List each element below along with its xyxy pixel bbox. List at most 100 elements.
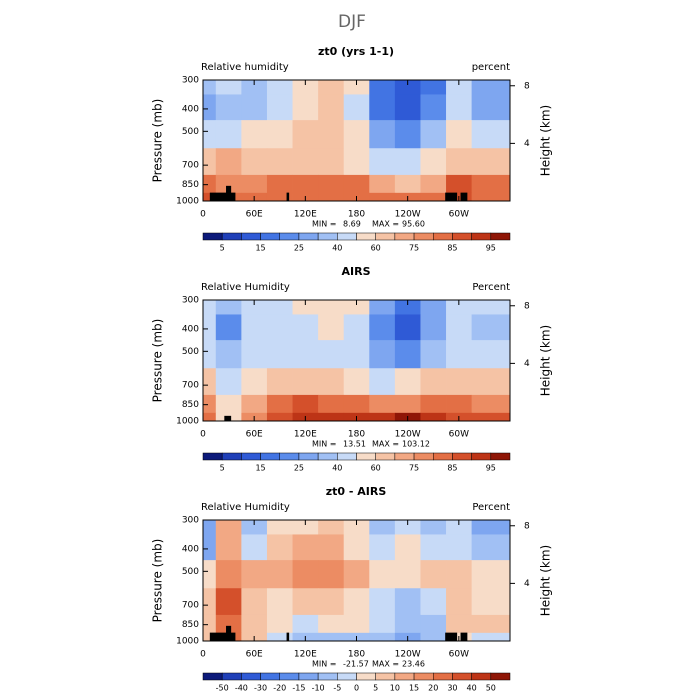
min-label: MIN = — [312, 660, 337, 669]
contour-cell — [369, 632, 396, 642]
colorbar-box — [260, 672, 280, 681]
contour-cell — [420, 588, 447, 616]
colorbar-box — [471, 672, 492, 681]
contour-cell — [471, 94, 511, 121]
contour-cell — [471, 314, 511, 341]
x-tick-label: 120W — [395, 430, 421, 440]
contour-cell — [203, 314, 217, 341]
y-tick-label: 850 — [182, 180, 199, 190]
colorbar-label: 15 — [409, 684, 419, 693]
y-tick-label: 500 — [182, 567, 199, 577]
contour-cell — [266, 560, 293, 589]
colorbar-label: 60 — [371, 244, 381, 253]
contour-cell — [394, 300, 421, 315]
contour-cell — [318, 148, 345, 176]
contour-cell — [471, 534, 511, 561]
colorbar-box — [413, 232, 434, 241]
contour-cell — [241, 120, 268, 149]
colorbar-label: 40 — [467, 684, 477, 693]
contour-cell — [318, 534, 345, 561]
contour-cell — [241, 614, 268, 634]
y2-axis-label: Height (km) — [539, 325, 553, 396]
contour-cell — [266, 314, 293, 341]
colorbar-box — [375, 452, 396, 461]
colorbar-box — [356, 452, 376, 461]
colorbar-label: 85 — [447, 244, 457, 253]
colorbar-box — [298, 232, 319, 241]
contour-cell — [266, 80, 293, 95]
colorbar-box — [490, 672, 511, 681]
colorbar-box — [452, 672, 472, 681]
contour-cell — [369, 534, 396, 561]
colorbar-label: 95 — [486, 464, 496, 473]
colorbar-label: -50 — [216, 684, 229, 693]
colorbar-box — [394, 452, 415, 461]
terrain — [286, 632, 290, 641]
x-tick-label: 60W — [449, 650, 469, 660]
contour-cell — [446, 520, 473, 535]
colorbar-label: 5 — [373, 684, 378, 693]
contour-cell — [241, 368, 268, 396]
contour-cell — [446, 560, 473, 589]
colorbar-label: 50 — [486, 684, 496, 693]
colorbar-box — [317, 232, 338, 241]
contour-cell — [471, 394, 511, 414]
contour-cell — [318, 560, 345, 589]
contour-cell — [446, 394, 473, 414]
colorbar-box — [298, 452, 319, 461]
colorbar-label: -30 — [254, 684, 267, 693]
contour-cell — [420, 614, 447, 634]
x-tick-label: 120E — [294, 210, 317, 220]
contour-cell — [203, 148, 217, 176]
contour-cell — [266, 534, 293, 561]
contour-cell — [369, 340, 396, 369]
contour-cell — [292, 588, 319, 616]
contour-cell — [394, 520, 421, 535]
colorbar-label: 95 — [486, 244, 496, 253]
contour-cell — [215, 534, 242, 561]
contour-cell — [343, 80, 370, 95]
contour-cell — [215, 340, 242, 369]
contour-cell — [394, 534, 421, 561]
contour-cell — [203, 300, 217, 315]
colorbar-label: -10 — [312, 684, 325, 693]
x-tick-label: 120W — [395, 650, 421, 660]
y-tick-label: 400 — [182, 324, 199, 334]
contour-cell — [215, 174, 242, 194]
x-tick-label: 0 — [200, 210, 206, 220]
colorbar-box — [279, 452, 300, 461]
colorbar-box — [356, 232, 376, 241]
contour-cell — [446, 314, 473, 341]
contour-cell — [241, 300, 268, 315]
contour-cell — [446, 80, 473, 95]
min-value: 8.69 — [343, 220, 361, 229]
contour-cell — [420, 120, 447, 149]
contour-cell — [343, 560, 370, 589]
colorbar-label: 20 — [428, 684, 438, 693]
contour-cell — [215, 314, 242, 341]
contour-cell — [266, 520, 293, 535]
contour-cell — [266, 174, 293, 194]
figure-title: DJF — [338, 12, 366, 32]
contour-cell — [420, 314, 447, 341]
contour-cell — [343, 314, 370, 341]
contour-cell — [446, 148, 473, 176]
min-value: 13.51 — [343, 440, 366, 449]
contour-cell — [420, 174, 447, 194]
x-tick-label: 60E — [246, 650, 263, 660]
colorbar-box — [452, 232, 472, 241]
terrain — [445, 632, 458, 641]
contour-cell — [203, 368, 217, 396]
x-tick-label: 120W — [395, 210, 421, 220]
contour-cell — [292, 520, 319, 535]
y-axis-label: Pressure (mb) — [151, 539, 165, 623]
contour-cell — [241, 520, 268, 535]
x-tick-label: 0 — [200, 430, 206, 440]
contour-cell — [420, 394, 447, 414]
contour-cell — [471, 368, 511, 396]
colorbar-label: 85 — [447, 464, 457, 473]
contour-cell — [215, 368, 242, 396]
contour-cell — [318, 340, 345, 369]
y2-tick-label: 4 — [524, 139, 530, 149]
